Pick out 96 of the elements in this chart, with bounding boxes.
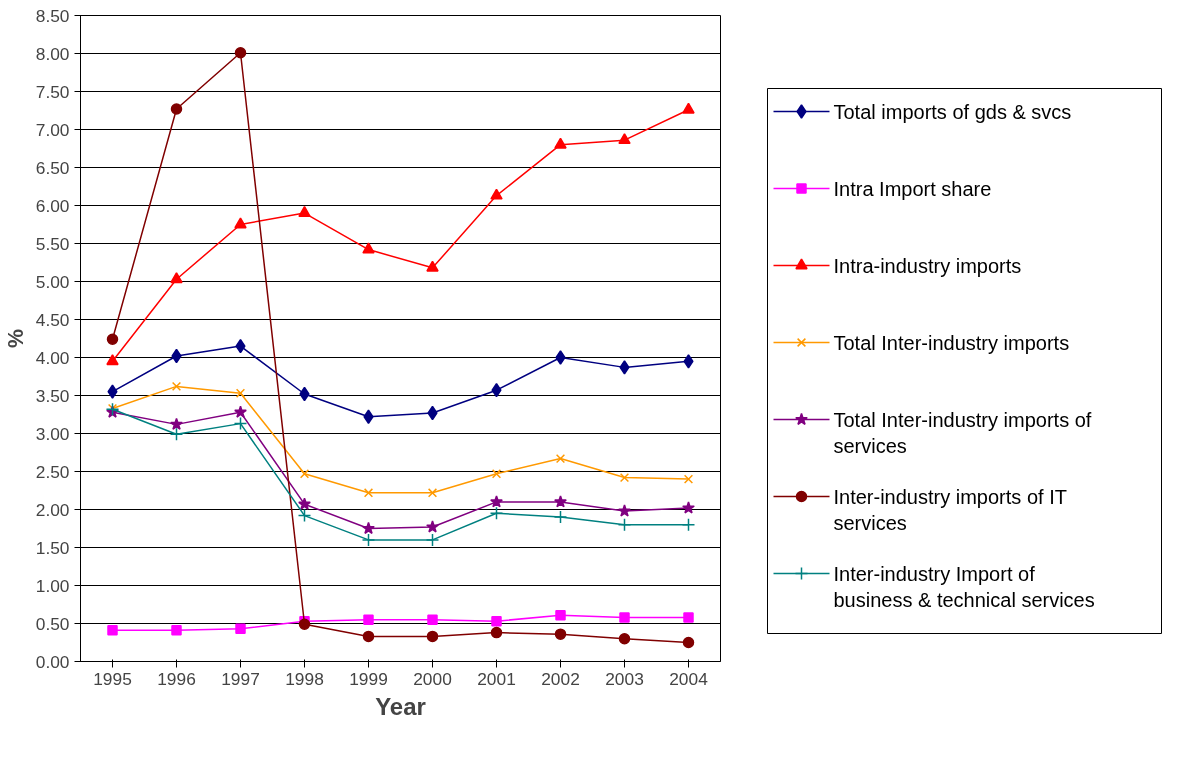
y-tick-label: 7.50 xyxy=(35,81,70,102)
x-tick-label: 2001 xyxy=(477,668,516,689)
y-tick-label: 5.00 xyxy=(35,271,70,292)
point xyxy=(169,427,184,442)
x-tick-label: 2000 xyxy=(413,668,452,689)
point xyxy=(297,508,312,523)
point xyxy=(235,388,246,398)
point xyxy=(491,615,502,627)
point xyxy=(363,488,374,498)
point xyxy=(362,521,375,535)
y-tick-label: 4.00 xyxy=(35,347,70,368)
point xyxy=(426,260,439,272)
y-tick-label: 3.50 xyxy=(35,385,70,406)
y-tick-label: 6.00 xyxy=(35,195,70,216)
point xyxy=(555,453,566,464)
legend-label: Total Inter-industry imports of services xyxy=(833,408,1092,457)
point xyxy=(234,217,247,229)
point xyxy=(617,517,632,532)
y-tick-label: 7.00 xyxy=(35,119,70,140)
point xyxy=(618,133,631,145)
legend-label: Inter-industry Import of business & technical services xyxy=(833,562,1095,611)
point xyxy=(490,188,503,200)
point xyxy=(553,510,568,524)
legend-label: Intra-industry imports xyxy=(833,254,1022,277)
point xyxy=(426,630,439,643)
point xyxy=(491,469,502,479)
point xyxy=(361,533,376,547)
point xyxy=(618,504,631,517)
point xyxy=(106,354,119,366)
legend-label: Intra Import share xyxy=(833,177,992,200)
point xyxy=(618,632,631,645)
x-tick-label: 1995 xyxy=(93,668,132,689)
point xyxy=(234,47,247,59)
point xyxy=(426,520,439,533)
y-tick-label: 8.50 xyxy=(35,5,70,26)
y-tick-label: 2.50 xyxy=(35,461,70,482)
y-tick-label: 1.00 xyxy=(35,575,70,596)
x-tick-label: 2004 xyxy=(669,668,709,689)
x-tick-label: 2002 xyxy=(541,668,580,689)
point xyxy=(170,103,183,115)
point xyxy=(683,474,694,484)
y-tick-label: 0.00 xyxy=(35,651,70,672)
point xyxy=(554,628,567,640)
point xyxy=(170,272,183,284)
x-axis-title: Year xyxy=(375,692,426,720)
y-tick-label: 5.50 xyxy=(35,233,70,254)
point xyxy=(298,497,311,510)
point xyxy=(619,612,630,623)
point xyxy=(427,614,438,625)
point xyxy=(555,609,566,621)
y-tick-label: 1.50 xyxy=(35,537,70,558)
point xyxy=(554,495,567,508)
point xyxy=(681,517,696,532)
legend-label: Inter-industry imports of IT services xyxy=(833,485,1067,534)
legend-label: Total Inter-industry imports xyxy=(833,331,1070,354)
x-tick-label: 1998 xyxy=(285,668,324,689)
legend-label: Total imports of gds & svcs xyxy=(833,100,1072,123)
point xyxy=(298,206,311,218)
point xyxy=(682,636,695,649)
point xyxy=(107,384,118,399)
point xyxy=(490,495,503,508)
y-tick-label: 2.00 xyxy=(35,499,70,520)
point xyxy=(362,630,375,643)
x-tick-label: 1999 xyxy=(349,668,388,689)
point xyxy=(682,102,695,114)
point xyxy=(362,242,375,254)
point xyxy=(106,333,119,345)
point xyxy=(363,614,374,625)
point xyxy=(619,360,630,375)
y-tick-label: 6.50 xyxy=(35,157,70,178)
point xyxy=(170,417,183,430)
point xyxy=(619,472,630,483)
y-axis-title: % xyxy=(3,328,28,348)
point xyxy=(555,350,566,365)
point xyxy=(490,626,503,639)
point xyxy=(683,354,694,369)
y-tick-label: 4.50 xyxy=(35,309,70,330)
point xyxy=(234,405,247,418)
point xyxy=(683,612,694,623)
point xyxy=(554,137,567,149)
point xyxy=(107,625,118,636)
point xyxy=(171,381,182,392)
y-tick-label: 0.50 xyxy=(35,613,70,634)
y-tick-label: 3.00 xyxy=(35,423,70,444)
y-tick-label: 8.00 xyxy=(35,43,70,64)
point xyxy=(171,625,182,636)
point xyxy=(299,469,310,479)
point xyxy=(235,623,246,635)
point xyxy=(233,416,248,431)
x-tick-label: 2003 xyxy=(605,668,644,689)
point xyxy=(682,501,695,514)
point xyxy=(425,533,440,547)
point xyxy=(427,488,438,498)
x-tick-label: 1996 xyxy=(157,668,196,689)
x-tick-label: 1997 xyxy=(221,668,260,689)
point xyxy=(489,506,504,521)
